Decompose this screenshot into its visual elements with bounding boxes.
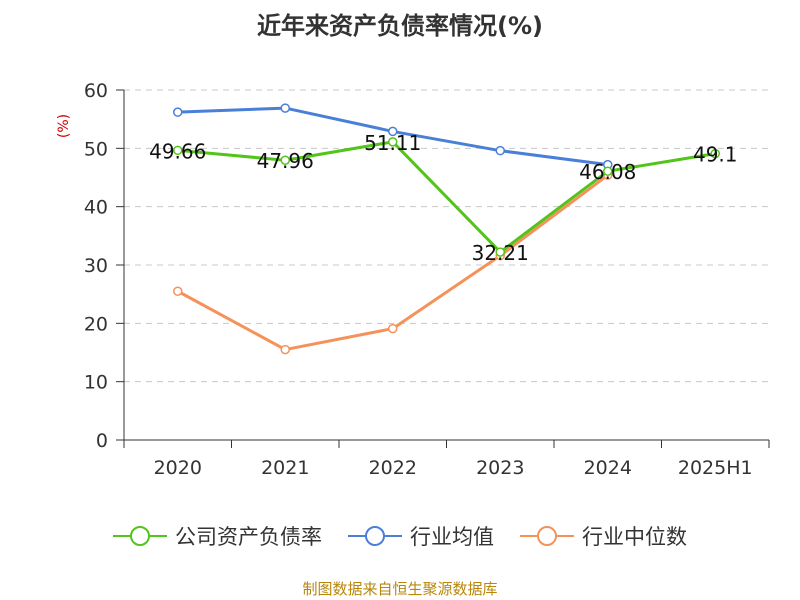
series-layer	[173, 103, 720, 355]
legend-marker-icon	[348, 526, 402, 546]
source-note: 制图数据来自恒生聚源数据库	[302, 580, 498, 598]
data-label: 47.96	[257, 149, 314, 173]
legend-item: 公司资产负债率	[113, 521, 322, 551]
data-point	[495, 145, 505, 156]
data-point	[495, 247, 505, 257]
y-tick-label: 60	[84, 80, 108, 102]
legend-label: 行业均值	[410, 525, 494, 549]
legend-marker-icon	[113, 526, 167, 546]
data-point	[603, 166, 613, 176]
data-label: 51.11	[364, 131, 421, 155]
y-tick-label: 50	[84, 138, 108, 160]
y-tick-label: 30	[84, 255, 108, 277]
data-point	[173, 107, 183, 117]
x-tick-label: 2021	[261, 457, 309, 479]
data-label: 49.1	[693, 143, 738, 167]
y-tick-label: 0	[96, 430, 108, 452]
data-label: 49.66	[149, 139, 206, 163]
y-unit-label: (%)	[56, 114, 72, 138]
x-tick-label: 2023	[476, 457, 524, 479]
chart-title: 近年来资产负债率情况(%)	[257, 12, 543, 40]
data-point	[280, 155, 290, 165]
x-tick-label: 2025H1	[678, 457, 753, 479]
data-point	[173, 145, 183, 156]
data-point	[280, 344, 290, 355]
legend-item: 行业中位数	[520, 521, 687, 551]
data-point	[388, 137, 398, 147]
x-tick-label: 2022	[369, 457, 417, 479]
legend-marker-icon	[520, 526, 574, 546]
x-tick-label: 2020	[154, 457, 202, 479]
data-point	[173, 286, 183, 296]
y-tick-label: 40	[84, 197, 108, 219]
data-point	[280, 103, 290, 113]
legend: 公司资产负债率 行业均值 行业中位数	[0, 521, 800, 551]
y-tick-label: 10	[84, 372, 108, 394]
legend-label: 公司资产负债率	[175, 525, 322, 549]
series-line	[177, 140, 716, 254]
data-point	[388, 126, 398, 137]
legend-label: 行业中位数	[582, 525, 687, 549]
y-tick-label: 20	[84, 313, 108, 335]
x-tick-label: 2024	[584, 457, 632, 479]
data-label-layer: 49.66 47.96 51.11 32.21 46.08 49.1	[149, 131, 737, 265]
legend-item: 行业均值	[348, 521, 494, 551]
data-point	[710, 148, 720, 159]
axis-layer: 0 10 20 30 40 50 60 2020 2021 2022 2023 2024 2025H1 (…	[56, 80, 770, 479]
grid-layer	[124, 89, 769, 383]
data-label: 32.21	[472, 241, 529, 265]
data-point	[388, 323, 398, 334]
data-label: 46.08	[579, 160, 636, 184]
